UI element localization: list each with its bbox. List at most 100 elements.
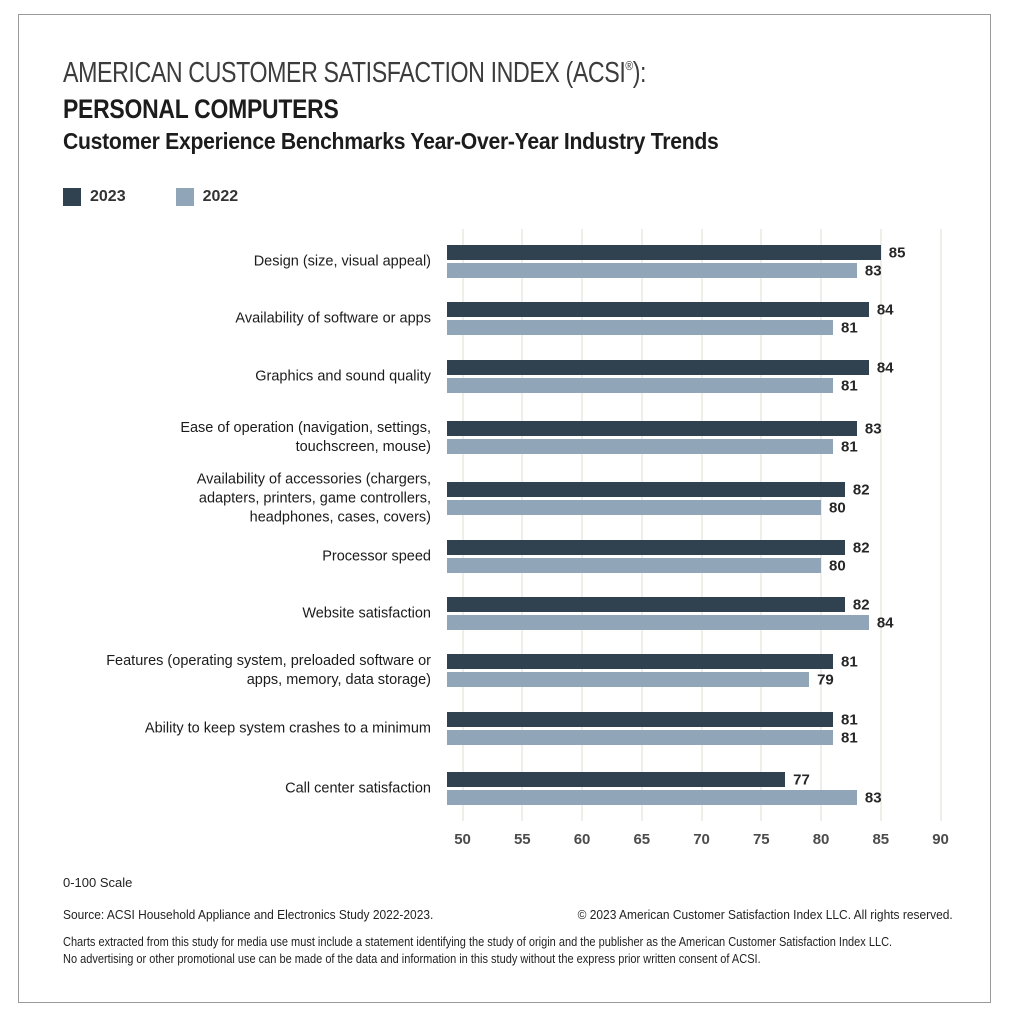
category-label-line: headphones, cases, covers) — [249, 509, 431, 525]
category-label-row4: Ease of operation (navigation, settings,… — [180, 419, 431, 457]
legend-swatch-2023 — [63, 188, 81, 206]
category-label-row8: Features (operating system, preloaded so… — [106, 652, 431, 690]
legal-line-2: No advertising or other promotional use … — [63, 951, 761, 966]
bar-2023-row9 — [447, 712, 833, 727]
gridline-55 — [521, 229, 524, 821]
bar-2022-row4 — [447, 439, 833, 454]
bar-2023-row8 — [447, 654, 833, 669]
bar-2022-row5 — [447, 500, 822, 515]
bar-value-2023-row10: 77 — [793, 771, 810, 788]
page-subtitle: PERSONAL COMPUTERS — [63, 94, 339, 124]
category-label-line: Design (size, visual appeal) — [253, 253, 431, 269]
category-label-line: Processor speed — [322, 548, 431, 564]
category-label-row6: Processor speed — [322, 547, 431, 566]
category-label-row1: Design (size, visual appeal) — [254, 252, 431, 271]
bar-value-2022-row5: 80 — [829, 499, 846, 516]
category-label-line: touchscreen, mouse) — [295, 438, 431, 455]
source-note: Source: ACSI Household Appliance and Ele… — [63, 907, 434, 922]
category-label-line: Ability to keep system crashes to a mini… — [144, 720, 431, 736]
bar-value-2022-row1: 83 — [864, 262, 882, 279]
bar-2022-row6 — [447, 558, 822, 573]
bar-2023-row6 — [447, 540, 845, 555]
bar-value-2023-row6: 82 — [852, 539, 870, 556]
bar-value-2022-row2: 81 — [840, 319, 858, 336]
bar-2022-row8 — [447, 672, 810, 687]
bar-2023-row1 — [447, 245, 881, 260]
category-label-line: Availability of software or apps — [235, 310, 431, 326]
scale-note: 0-100 Scale — [63, 875, 133, 890]
category-label-row10: Call center satisfaction — [285, 779, 431, 798]
bar-2022-row1 — [447, 263, 857, 278]
infographic-frame: AMERICAN CUSTOMER SATISFACTION INDEX (AC… — [18, 14, 991, 1003]
registered-trademark-icon: ® — [625, 58, 633, 73]
bar-2022-row7 — [447, 615, 869, 630]
gridline-50 — [461, 229, 464, 821]
bar-2023-row4 — [447, 421, 857, 436]
bar-2023-row2 — [447, 302, 869, 317]
bar-value-2023-row2: 84 — [876, 301, 894, 318]
bar-2023-row5 — [447, 482, 845, 497]
x-tick-80: 80 — [812, 831, 830, 848]
x-tick-50: 50 — [454, 831, 471, 848]
bar-2022-row3 — [447, 378, 833, 393]
x-tick-55: 55 — [513, 831, 531, 848]
bar-value-2023-row9: 81 — [840, 711, 858, 728]
gridline-80 — [820, 229, 823, 821]
bar-2023-row10 — [447, 772, 786, 787]
gridline-70 — [700, 229, 703, 821]
bar-value-2022-row10: 83 — [864, 789, 882, 806]
bar-2023-row7 — [447, 597, 845, 612]
bar-value-2023-row3: 84 — [876, 359, 894, 376]
bar-2022-row9 — [447, 730, 833, 745]
legal-note: Charts extracted from this study for med… — [63, 934, 892, 967]
category-label-row3: Graphics and sound quality — [255, 367, 431, 386]
x-tick-70: 70 — [693, 831, 710, 848]
bar-value-2022-row4: 81 — [840, 438, 858, 455]
page-title: AMERICAN CUSTOMER SATISFACTION INDEX (AC… — [63, 57, 646, 90]
bar-value-2022-row8: 79 — [817, 671, 834, 688]
copyright-note: © 2023 American Customer Satisfaction In… — [577, 907, 953, 922]
legend-item-2023: 2023 — [63, 188, 126, 206]
gridline-65 — [640, 229, 643, 821]
legend-label-2022: 2022 — [202, 188, 239, 205]
category-label-line: Ease of operation (navigation, settings, — [180, 419, 431, 436]
bar-value-2022-row9: 81 — [840, 729, 858, 746]
bar-value-2023-row1: 85 — [888, 244, 906, 261]
category-label-line: apps, memory, data storage) — [246, 671, 431, 688]
category-label-line: Availability of accessories (chargers, — [196, 471, 431, 487]
bar-2022-row10 — [447, 790, 857, 805]
page-tagline: Customer Experience Benchmarks Year-Over… — [63, 128, 719, 154]
gridline-90 — [939, 229, 942, 821]
bar-value-2022-row7: 84 — [876, 614, 894, 631]
category-label-row5: Availability of accessories (chargers, ad… — [197, 470, 431, 527]
legend-item-2022: 2022 — [175, 188, 239, 206]
chart-legend: 2023 2022 — [63, 188, 238, 206]
x-tick-75: 75 — [752, 831, 770, 848]
x-tick-60: 60 — [573, 831, 591, 848]
bar-value-2023-row4: 83 — [864, 420, 882, 437]
title-prefix: AMERICAN CUSTOMER SATISFACTION INDEX (AC… — [63, 57, 626, 89]
category-label-line: adapters, printers, game controllers, — [198, 490, 431, 506]
legal-line-1: Charts extracted from this study for med… — [63, 935, 893, 949]
category-label-line: Features (operating system, preloaded so… — [106, 652, 431, 669]
bar-value-2023-row8: 81 — [840, 653, 858, 670]
bar-value-2022-row3: 81 — [840, 377, 858, 394]
gridline-60 — [581, 229, 584, 821]
title-suffix: ): — [632, 57, 647, 89]
category-label-line: Call center satisfaction — [285, 780, 431, 796]
bar-2023-row3 — [447, 360, 869, 375]
bar-2022-row2 — [447, 320, 833, 335]
legend-swatch-2022 — [175, 188, 194, 206]
gridline-85 — [879, 229, 882, 821]
bar-chart: 50 55 60 65 70 75 80 85 90 Design (size, visual a… — [19, 229, 990, 869]
category-label-line: Graphics and sound quality — [255, 368, 431, 384]
bar-value-2023-row5: 82 — [852, 481, 870, 498]
category-label-row2: Availability of software or apps — [235, 309, 431, 328]
gridline-75 — [760, 229, 763, 821]
category-label-row7: Website satisfaction — [302, 604, 431, 623]
bar-value-2023-row7: 82 — [852, 596, 870, 613]
x-tick-85: 85 — [872, 831, 890, 848]
x-tick-90: 90 — [932, 831, 949, 848]
category-label-line: Website satisfaction — [302, 605, 431, 621]
